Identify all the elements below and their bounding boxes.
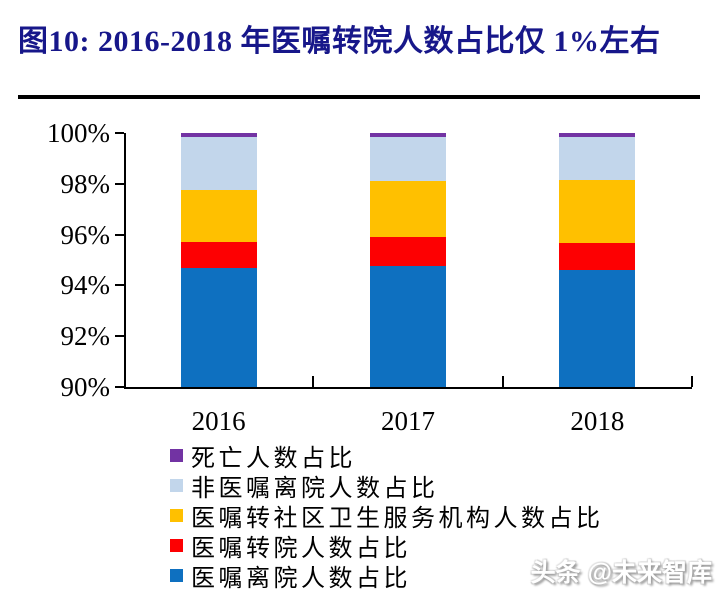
x-axis-label: 2017 [381, 406, 435, 436]
y-tick-label: 100% [47, 118, 110, 148]
bar-segment-非医嘱离院人数占比 [559, 136, 636, 180]
legend-swatch-icon [170, 508, 183, 522]
bar-segment-医嘱离院人数占比 [559, 270, 636, 387]
bar-segment-非医嘱离院人数占比 [180, 136, 257, 191]
y-tick-label: 92% [60, 321, 111, 352]
chart-legend: 死亡人数占比非医嘱离院人数占比医嘱转社区卫生服务机构人数占比 医嘱转院人数占比 医嘱… [170, 440, 604, 592]
legend-item: 医嘱转院人数占比 [170, 530, 604, 562]
y-tick-label: 90% [60, 372, 111, 402]
bar-segment-医嘱离院人数占比 [370, 266, 446, 387]
x-axis-line [124, 387, 692, 389]
legend-item: 非医嘱离院人数占比 [170, 470, 604, 502]
legend-label: 非医嘱离院人数占比 [191, 475, 439, 502]
figure-title: 图10: 2016-2018 年医嘱转院人数占比仅 1%左右 [18, 25, 661, 58]
y-axis-tick [115, 386, 124, 388]
y-axis-line [124, 133, 126, 389]
legend-label: 医嘱转社区卫生服务机构人数占比 [191, 505, 604, 532]
bar-segment-医嘱转院人数占比 [180, 242, 257, 268]
bar-segment-医嘱转社区卫生服务机构人数占比 [370, 181, 446, 238]
bar-segment-医嘱转院人数占比 [559, 243, 636, 271]
bar-segment-医嘱转社区卫生服务机构人数占比 [559, 179, 636, 244]
legend-swatch-icon [170, 478, 183, 492]
bar-segment-非医嘱离院人数占比 [370, 136, 446, 182]
watermark-text: 头条 @未来智库 [530, 559, 712, 587]
legend-item: 医嘱转社区卫生服务机构人数占比 [170, 500, 604, 532]
legend-swatch-icon [170, 448, 183, 462]
x-axis-tick [691, 376, 693, 387]
x-axis-tick [501, 376, 504, 387]
legend-item: 医嘱离院人数占比 [170, 560, 604, 592]
bar-segment-死亡人数占比 [370, 133, 446, 137]
y-axis-tick [115, 182, 124, 185]
x-axis-tick [312, 376, 315, 387]
bar-segment-医嘱转院人数占比 [370, 237, 446, 267]
y-tick-label: 94% [60, 270, 111, 301]
bar-segment-医嘱离院人数占比 [180, 267, 257, 387]
legend-item: 死亡人数占比 [170, 440, 604, 472]
x-axis-label: 2018 [570, 406, 625, 436]
y-axis-tick [115, 233, 124, 236]
y-tick-label: 98% [60, 168, 111, 199]
legend-swatch-icon [170, 538, 183, 552]
bar-segment-死亡人数占比 [559, 133, 636, 137]
y-axis-tick [115, 284, 124, 287]
y-tick-label: 96% [60, 219, 111, 250]
bar-segment-医嘱转社区卫生服务机构人数占比 [180, 190, 257, 243]
y-axis-tick [115, 132, 124, 134]
legend-label: 医嘱离院人数占比 [191, 565, 411, 592]
x-axis-label: 2016 [191, 406, 246, 436]
y-axis-tick [115, 335, 124, 338]
legend-swatch-icon [170, 568, 183, 582]
legend-label: 死亡人数占比 [191, 445, 356, 472]
bar-segment-死亡人数占比 [180, 133, 257, 137]
title-divider [18, 95, 700, 99]
legend-label: 医嘱转院人数占比 [191, 535, 411, 562]
